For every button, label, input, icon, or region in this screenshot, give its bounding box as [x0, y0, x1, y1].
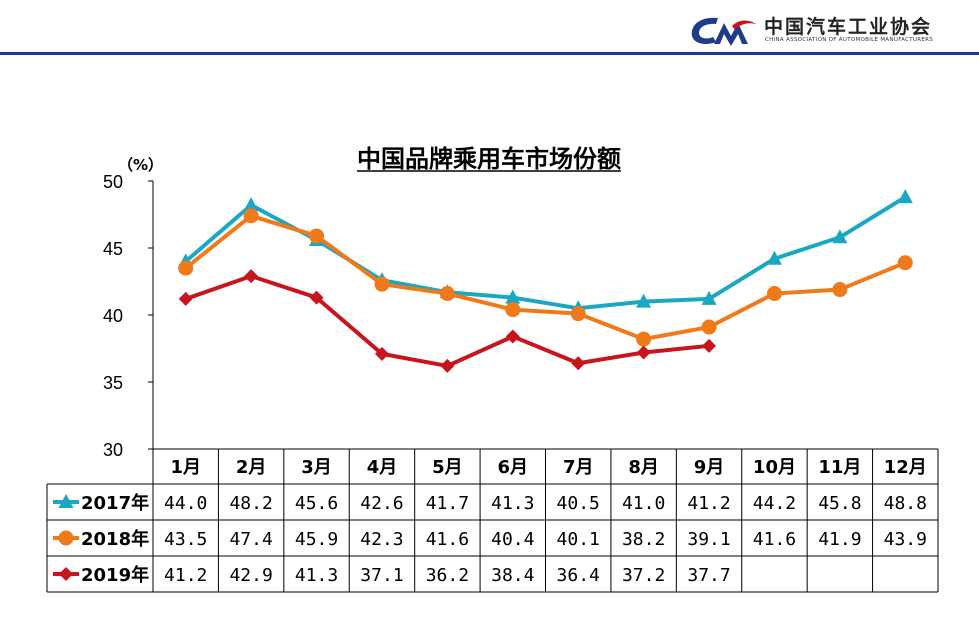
- table-cell: 40.5: [557, 493, 600, 514]
- table-cell: 44.0: [164, 493, 207, 514]
- table-cell: 37.7: [687, 565, 730, 586]
- org-name-cn: 中国汽车工业协会: [764, 16, 933, 38]
- x-tick-label: 12月: [884, 457, 927, 478]
- data-point: [766, 286, 782, 302]
- x-tick-label: 7月: [563, 457, 594, 478]
- table-cell: 45.8: [818, 493, 861, 514]
- table-cell: 47.4: [229, 529, 272, 550]
- legend-label: 2017年: [81, 492, 149, 514]
- data-point: [243, 208, 259, 224]
- table-cell: 41.2: [687, 493, 730, 514]
- legend-marker: [58, 530, 74, 546]
- data-point: [832, 229, 848, 244]
- table-cell: 37.2: [622, 565, 665, 586]
- table-cell: 44.2: [753, 493, 796, 514]
- x-tick-label: 10月: [753, 457, 796, 478]
- data-point: [439, 286, 455, 302]
- table-cell: 42.6: [360, 493, 403, 514]
- table-cell: 41.6: [753, 529, 796, 550]
- data-point: [832, 282, 848, 298]
- series-1: [178, 208, 913, 347]
- series-0: [178, 189, 913, 315]
- data-point: [505, 289, 521, 304]
- data-point: [702, 338, 717, 353]
- data-point: [178, 291, 193, 306]
- table-cell: 45.6: [295, 493, 338, 514]
- table-cell: 42.3: [360, 529, 403, 550]
- table-cell: 43.5: [164, 529, 207, 550]
- x-tick-label: 1月: [170, 457, 201, 478]
- table-cell: 38.4: [491, 565, 534, 586]
- caam-logo-icon: [691, 17, 756, 46]
- table-cell: 39.1: [687, 529, 730, 550]
- table-cell: 36.2: [426, 565, 469, 586]
- table-cell: 42.9: [229, 565, 272, 586]
- x-tick-label: 8月: [628, 457, 659, 478]
- table-cell: 43.9: [884, 529, 927, 550]
- chart-title: 中国品牌乘用车市场份额: [357, 145, 621, 173]
- data-point: [636, 345, 651, 360]
- data-point: [440, 358, 455, 373]
- y-tick-label: 40: [103, 306, 123, 326]
- data-point: [636, 331, 652, 347]
- data-point: [701, 290, 717, 305]
- y-tick-label: 30: [103, 440, 123, 460]
- table-cell: 41.2: [164, 565, 207, 586]
- table-cell: 41.3: [491, 493, 534, 514]
- data-point: [571, 356, 586, 371]
- x-tick-label: 5月: [432, 457, 463, 478]
- org-name-en: CHINA ASSOCIATION OF AUTOMOBILE MANUFACT…: [765, 37, 934, 43]
- x-tick-label: 6月: [498, 457, 529, 478]
- caam-logo: 中国汽车工业协会 CHINA ASSOCIATION OF AUTOMOBILE…: [688, 12, 968, 48]
- table-cell: 40.4: [491, 529, 534, 550]
- x-tick-label: 9月: [694, 457, 725, 478]
- x-tick-label: 3月: [301, 457, 332, 478]
- data-point: [636, 293, 652, 308]
- legend-label: 2018年: [81, 528, 149, 550]
- series-line: [184, 213, 907, 342]
- table-cell: 41.0: [622, 493, 665, 514]
- data-point: [309, 228, 325, 244]
- table-cell: 41.6: [426, 529, 469, 550]
- data-point: [244, 269, 259, 284]
- table-cell: 45.9: [295, 529, 338, 550]
- y-tick-label: 35: [103, 373, 123, 393]
- y-tick-label: 45: [103, 239, 123, 259]
- data-point: [505, 329, 520, 344]
- data-point: [701, 319, 717, 335]
- data-point: [309, 290, 324, 305]
- legend-label: 2019年: [81, 564, 149, 586]
- data-point: [897, 255, 913, 271]
- data-point: [374, 346, 389, 361]
- legend-marker: [59, 567, 73, 581]
- table-cell: 41.7: [426, 493, 469, 514]
- table-cell: 37.1: [360, 565, 403, 586]
- data-point: [897, 189, 913, 204]
- table-cell: 41.3: [295, 565, 338, 586]
- legend-marker: [58, 494, 74, 508]
- data-point: [570, 306, 586, 322]
- series-2: [178, 269, 717, 373]
- x-tick-label: 11月: [818, 457, 861, 478]
- y-axis-unit: （%）: [118, 156, 163, 174]
- x-tick-label: 2月: [236, 457, 267, 478]
- table-cell: 48.8: [884, 493, 927, 514]
- data-point: [374, 276, 390, 292]
- data-point: [505, 302, 521, 318]
- table-cell: 41.9: [818, 529, 861, 550]
- x-tick-label: 4月: [367, 457, 398, 478]
- y-tick-label: 50: [103, 172, 123, 192]
- table-cell: 40.1: [557, 529, 600, 550]
- table-cell: 36.4: [557, 565, 600, 586]
- data-point: [766, 250, 782, 265]
- data-point: [243, 197, 259, 212]
- data-point: [178, 260, 194, 276]
- table-cell: 48.2: [229, 493, 272, 514]
- header-rule: [0, 52, 979, 55]
- table-cell: 38.2: [622, 529, 665, 550]
